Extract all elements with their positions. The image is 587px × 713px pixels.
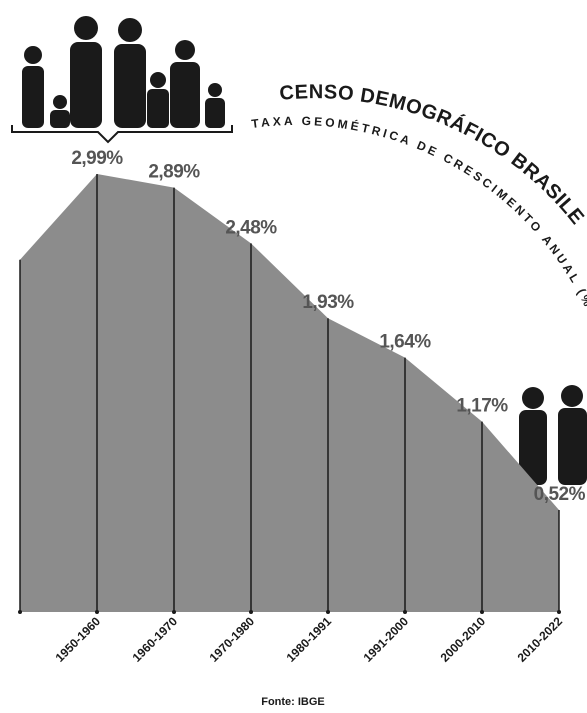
axis-dot — [326, 610, 330, 614]
axis-dot — [95, 610, 99, 614]
axis-dot — [249, 610, 253, 614]
x-tick-label: 2010-2022 — [515, 614, 566, 665]
value-label: 1,64% — [379, 332, 431, 353]
value-label: 0,52% — [534, 484, 586, 505]
axis-dot — [480, 610, 484, 614]
value-label: 2,99% — [71, 148, 123, 169]
axis-dot — [18, 610, 22, 614]
axis-dot — [403, 610, 407, 614]
value-label: 2,89% — [148, 162, 200, 183]
x-tick-label: 1991-2000 — [361, 614, 412, 665]
x-tick-label: 1970-1980 — [207, 614, 258, 665]
couple-icon — [519, 385, 587, 485]
axis-dot — [172, 610, 176, 614]
x-tick-label: 2000-2010 — [438, 614, 489, 665]
family-icon — [11, 16, 233, 144]
x-tick-label: 1960-1970 — [130, 614, 181, 665]
axis-dot — [557, 610, 561, 614]
source: Fonte: IBGE — [261, 696, 325, 708]
value-label: 2,48% — [225, 217, 277, 238]
value-label: 1,17% — [456, 396, 508, 417]
x-tick-label: 1980-1991 — [284, 614, 335, 665]
value-label: 1,93% — [302, 292, 354, 313]
area — [20, 174, 559, 612]
x-tick-label: 1950-1960 — [53, 614, 104, 665]
